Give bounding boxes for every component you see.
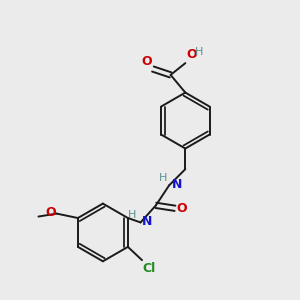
Text: N: N: [172, 178, 182, 191]
Text: H: H: [195, 47, 203, 57]
Text: O: O: [176, 202, 187, 215]
Text: Cl: Cl: [142, 262, 156, 275]
Text: H: H: [159, 173, 168, 183]
Text: O: O: [142, 55, 152, 68]
Text: H: H: [128, 210, 137, 220]
Text: O: O: [186, 48, 196, 61]
Text: N: N: [142, 215, 152, 228]
Text: O: O: [46, 206, 56, 219]
